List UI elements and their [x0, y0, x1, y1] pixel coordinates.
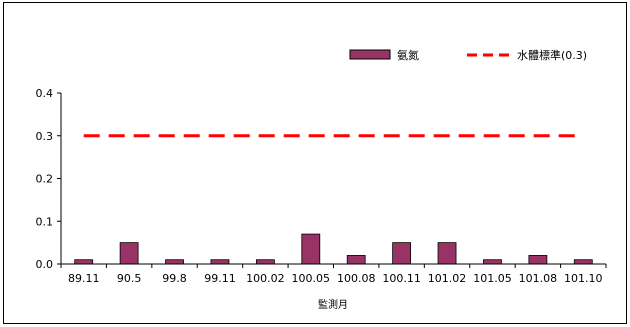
x-tick-label: 90.5	[117, 272, 142, 285]
bar	[346, 255, 366, 265]
legend-label-standard: 水體標準(0.3)	[517, 48, 587, 62]
bar	[392, 242, 412, 265]
x-tick-label: 101.08	[519, 272, 558, 285]
bar	[301, 233, 321, 265]
bar	[255, 259, 275, 265]
bar	[437, 242, 457, 265]
axes	[60, 93, 606, 265]
y-tick-label: 0.4	[36, 87, 54, 100]
x-tick-label: 99.11	[204, 272, 236, 285]
y-tick-label: 0.0	[36, 258, 54, 271]
bar	[165, 259, 184, 265]
x-tick-label: 100.08	[337, 272, 376, 285]
x-tick-label: 89.11	[68, 272, 100, 285]
legend: 氨氮 水體標準(0.3)	[349, 48, 587, 62]
legend-label-ammonia: 氨氮	[397, 48, 419, 62]
bar	[210, 259, 230, 265]
x-tick-label: 100.11	[382, 272, 421, 285]
x-tick-label: 101.10	[564, 272, 603, 285]
x-tick-label: 100.02	[246, 272, 285, 285]
bar	[74, 259, 94, 265]
bar	[483, 259, 502, 265]
y-tick-label: 0.1	[36, 215, 54, 228]
bar	[573, 259, 593, 265]
x-tick-label: 101.05	[473, 272, 512, 285]
y-axis-ticks: 0.0 0.1 0.2 0.3 0.4	[36, 87, 61, 271]
bars	[74, 233, 593, 265]
x-tick-label: 101.02	[428, 272, 467, 285]
chart-frame	[3, 2, 627, 324]
y-tick-label: 0.2	[36, 173, 54, 186]
bar	[119, 242, 139, 265]
x-tick-label: 99.8	[162, 272, 187, 285]
y-tick-label: 0.3	[36, 130, 54, 143]
x-axis-ticks: 89.11 90.5 99.8 99.11 100.02 100.05 100.08 100.…	[60, 264, 607, 285]
x-tick-label: 100.05	[292, 272, 331, 285]
bar	[528, 255, 548, 265]
legend-swatch-ammonia	[349, 49, 391, 60]
x-axis-title: 監測月	[318, 298, 348, 311]
